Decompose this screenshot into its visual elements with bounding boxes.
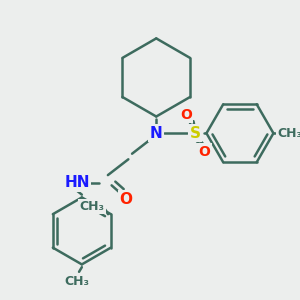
Text: O: O xyxy=(180,108,192,122)
Text: O: O xyxy=(119,192,132,207)
Text: N: N xyxy=(150,126,163,141)
Text: O: O xyxy=(199,145,211,159)
Text: CH₃: CH₃ xyxy=(278,127,300,140)
Text: CH₃: CH₃ xyxy=(65,274,90,288)
Text: S: S xyxy=(190,126,201,141)
Text: CH₃: CH₃ xyxy=(80,200,105,213)
Text: HN: HN xyxy=(64,175,90,190)
